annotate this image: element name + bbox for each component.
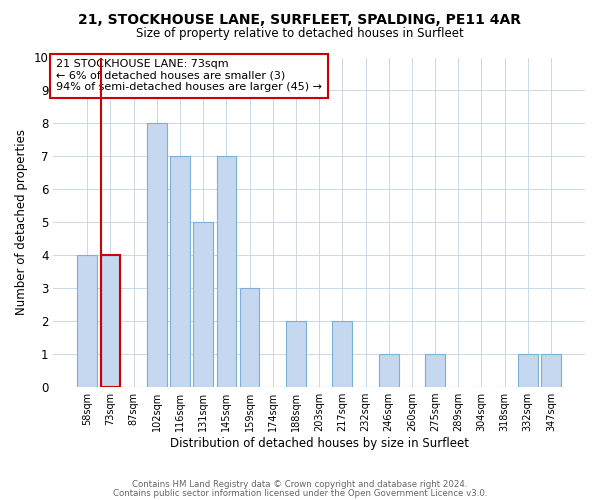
Bar [101,255,121,387]
Bar [217,156,236,387]
Bar [77,255,97,387]
Y-axis label: Number of detached properties: Number of detached properties [15,130,28,316]
Bar [286,321,306,387]
Text: 21 STOCKHOUSE LANE: 73sqm
← 6% of detached houses are smaller (3)
94% of semi-de: 21 STOCKHOUSE LANE: 73sqm ← 6% of detach… [56,59,322,92]
Text: Contains HM Land Registry data © Crown copyright and database right 2024.: Contains HM Land Registry data © Crown c… [132,480,468,489]
Text: Size of property relative to detached houses in Surfleet: Size of property relative to detached ho… [136,28,464,40]
Bar [425,354,445,387]
Bar [240,288,259,387]
Bar [193,222,213,387]
X-axis label: Distribution of detached houses by size in Surfleet: Distribution of detached houses by size … [170,437,469,450]
Bar [170,156,190,387]
Text: Contains public sector information licensed under the Open Government Licence v3: Contains public sector information licen… [113,488,487,498]
Bar [518,354,538,387]
Bar [332,321,352,387]
Bar [101,255,121,387]
Bar [147,124,167,387]
Bar [379,354,398,387]
Bar [541,354,561,387]
Text: 21, STOCKHOUSE LANE, SURFLEET, SPALDING, PE11 4AR: 21, STOCKHOUSE LANE, SURFLEET, SPALDING,… [79,12,521,26]
